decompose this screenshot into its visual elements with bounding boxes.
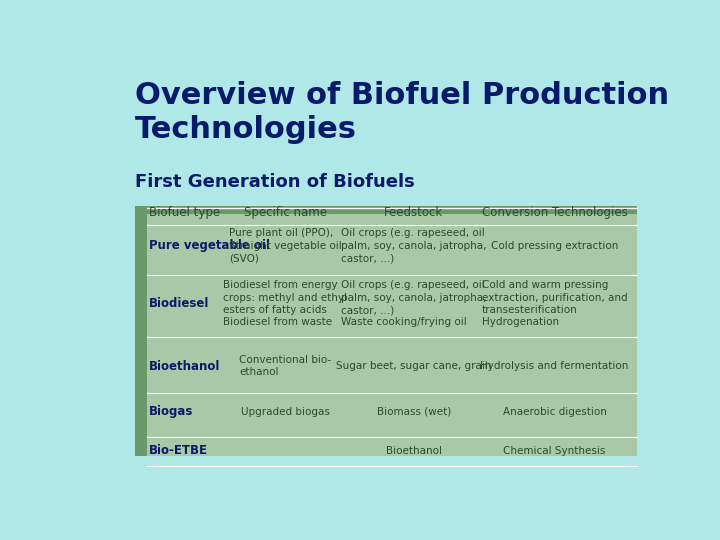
Text: Cold pressing extraction: Cold pressing extraction	[491, 241, 618, 251]
Text: Bioethanol: Bioethanol	[148, 360, 220, 373]
Text: Cold and warm pressing
extraction, purification, and
transesterification
Hydroge: Cold and warm pressing extraction, purif…	[482, 280, 627, 327]
Text: Bio-ETBE: Bio-ETBE	[148, 444, 207, 457]
Text: Biodiesel: Biodiesel	[148, 298, 209, 310]
Text: Overview of Biofuel Production
Technologies: Overview of Biofuel Production Technolog…	[135, 82, 669, 144]
Text: Feedstock: Feedstock	[384, 206, 444, 219]
Text: Biomass (wet): Biomass (wet)	[377, 407, 451, 417]
Text: Biofuel type: Biofuel type	[149, 206, 220, 219]
Text: Hydrolysis and fermentation: Hydrolysis and fermentation	[480, 361, 629, 372]
Text: Pure plant oil (PPO),
Straight vegetable oil
(SVO): Pure plant oil (PPO), Straight vegetable…	[229, 228, 342, 263]
Text: Conventional bio-
ethanol: Conventional bio- ethanol	[239, 355, 331, 377]
Text: Oil crops (e.g. rapeseed, oil
palm, soy, canola, jatropha,
castor, ...)
Waste co: Oil crops (e.g. rapeseed, oil palm, soy,…	[341, 280, 487, 327]
Text: Anaerobic digestion: Anaerobic digestion	[503, 407, 606, 417]
Text: Upgraded biogas: Upgraded biogas	[241, 407, 330, 417]
Text: Bioethanol: Bioethanol	[386, 446, 441, 456]
Text: Biogas: Biogas	[148, 406, 193, 419]
FancyBboxPatch shape	[135, 206, 637, 456]
Text: Conversion Technologies: Conversion Technologies	[482, 206, 627, 219]
Text: First Generation of Biofuels: First Generation of Biofuels	[135, 173, 415, 191]
Text: Oil crops (e.g. rapeseed, oil
palm, soy, canola, jatropha,
castor, ...): Oil crops (e.g. rapeseed, oil palm, soy,…	[341, 228, 487, 263]
FancyBboxPatch shape	[135, 206, 147, 456]
Text: Biodiesel from energy
crops: methyl and ethyl
esters of fatty acids
Biodiesel fr: Biodiesel from energy crops: methyl and …	[223, 280, 347, 327]
Text: Chemical Synthesis: Chemical Synthesis	[503, 446, 606, 456]
Text: Specific name: Specific name	[244, 206, 327, 219]
Text: Pure vegetable oil: Pure vegetable oil	[148, 239, 269, 252]
FancyBboxPatch shape	[135, 206, 637, 214]
Text: Sugar beet, sugar cane, grain: Sugar beet, sugar cane, grain	[336, 361, 491, 372]
